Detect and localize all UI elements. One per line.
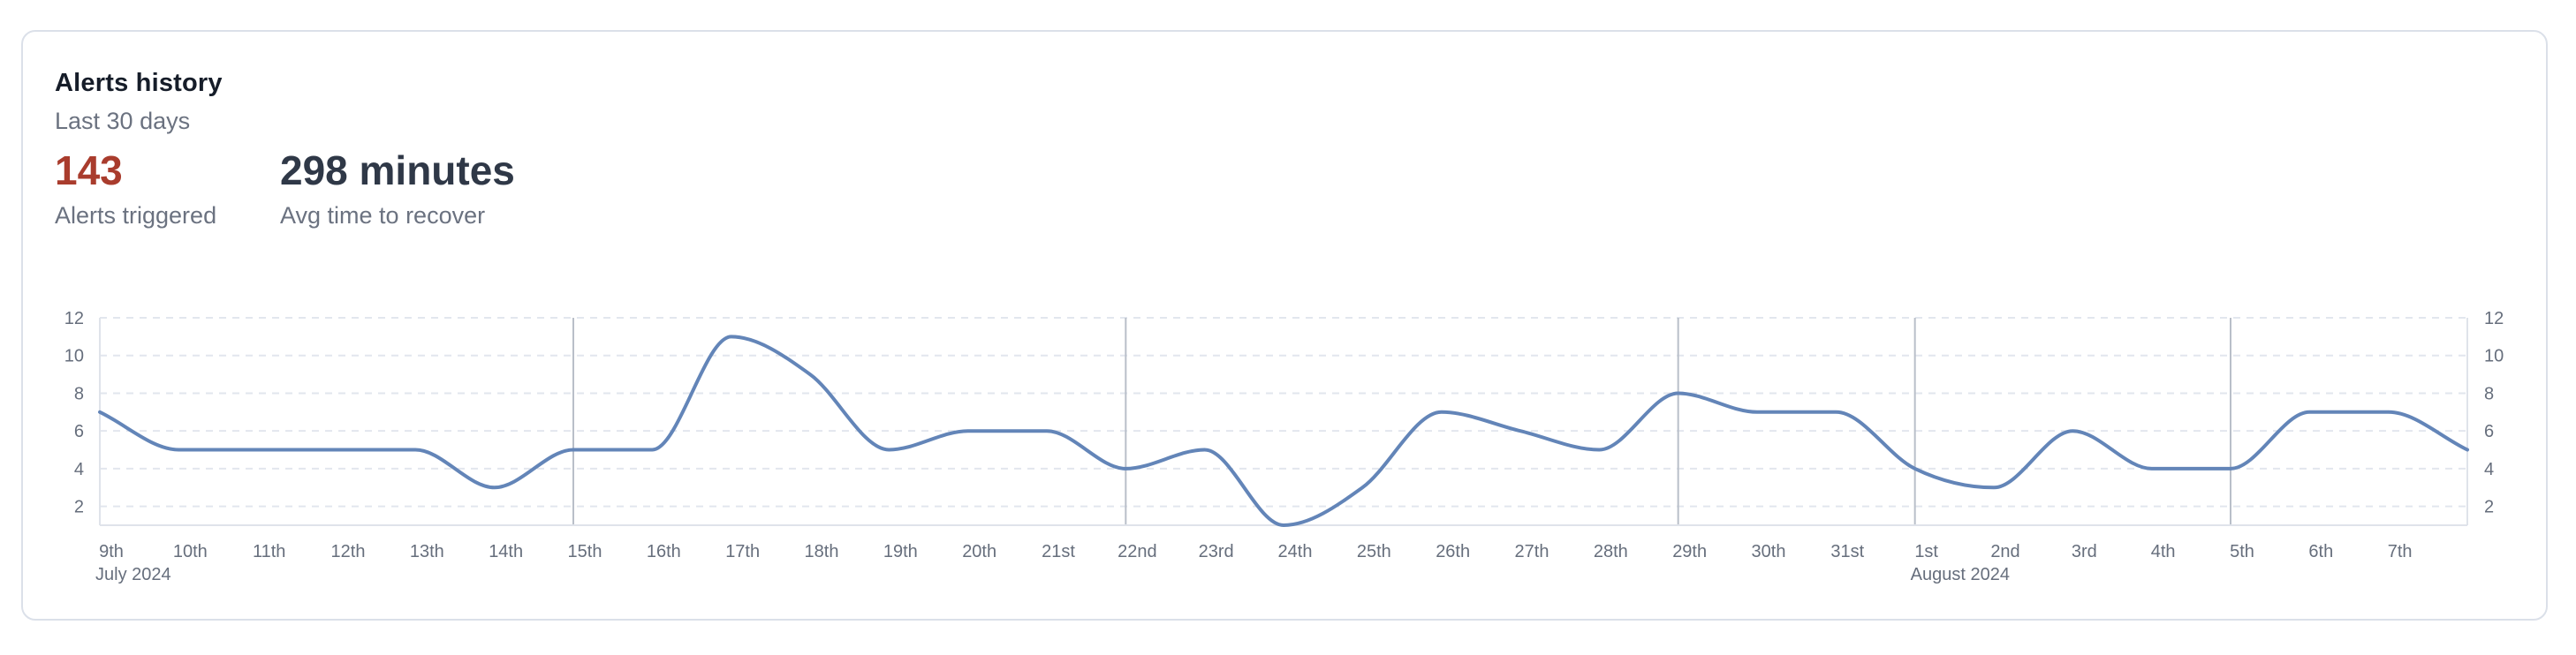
y-axis-tick-right: 12 bbox=[2484, 309, 2504, 328]
x-axis-tick: 10th bbox=[173, 542, 208, 561]
x-axis-tick: 6th bbox=[2308, 542, 2333, 561]
x-axis-tick: 4th bbox=[2151, 542, 2176, 561]
x-axis-month-label: July 2024 bbox=[95, 565, 171, 584]
alerts-triggered-label: Alerts triggered bbox=[55, 202, 217, 229]
avg-time-to-recover-value: 298 minutes bbox=[280, 147, 515, 193]
x-axis-tick: 20th bbox=[962, 542, 996, 561]
x-axis-tick: 5th bbox=[2230, 542, 2254, 561]
avg-time-to-recover-label: Avg time to recover bbox=[280, 202, 486, 229]
x-axis-tick: 1st bbox=[1914, 542, 1938, 561]
x-axis-tick: 9th bbox=[99, 542, 124, 561]
y-axis-tick-right: 4 bbox=[2484, 460, 2494, 479]
y-axis-tick-right: 6 bbox=[2484, 422, 2494, 441]
x-axis-tick: 23rd bbox=[1199, 542, 1234, 561]
x-axis-month-label: August 2024 bbox=[1911, 565, 2010, 584]
y-axis-tick-left: 10 bbox=[64, 347, 84, 366]
y-axis-tick-left: 4 bbox=[74, 460, 84, 479]
stat-alerts-triggered: 143 Alerts triggered bbox=[55, 150, 216, 230]
card-title: Alerts history bbox=[55, 69, 223, 97]
x-axis-tick: 17th bbox=[725, 542, 760, 561]
x-axis-tick: 11th bbox=[253, 542, 285, 561]
stat-avg-time-to-recover: 298 minutes Avg time to recover bbox=[280, 150, 515, 230]
alerts-series-line bbox=[98, 335, 2469, 527]
y-axis-tick-left: 8 bbox=[74, 384, 84, 403]
y-axis-tick-left: 6 bbox=[74, 422, 84, 441]
x-axis-tick: 2nd bbox=[1990, 542, 2019, 561]
x-axis-tick: 27th bbox=[1515, 542, 1549, 561]
card-subtitle: Last 30 days bbox=[55, 108, 191, 134]
x-axis-tick: 12th bbox=[331, 542, 366, 561]
x-axis-tick: 16th bbox=[647, 542, 681, 561]
y-axis-tick-right: 8 bbox=[2484, 384, 2494, 403]
x-axis-tick: 13th bbox=[410, 542, 444, 561]
x-axis-tick: 7th bbox=[2388, 542, 2413, 561]
x-axis-tick: 24th bbox=[1278, 542, 1313, 561]
y-axis-tick-left: 2 bbox=[74, 498, 84, 517]
x-axis-tick: 25th bbox=[1357, 542, 1391, 561]
y-axis-tick-left: 12 bbox=[64, 309, 84, 328]
x-axis-tick: 28th bbox=[1594, 542, 1628, 561]
x-axis-tick: 26th bbox=[1436, 542, 1470, 561]
alerts-triggered-value: 143 bbox=[55, 147, 123, 193]
x-axis-tick: 15th bbox=[568, 542, 602, 561]
x-axis-tick: 19th bbox=[883, 542, 918, 561]
y-axis-tick-right: 10 bbox=[2484, 347, 2504, 366]
x-axis-tick: 14th bbox=[489, 542, 523, 561]
x-axis-tick: 29th bbox=[1672, 542, 1707, 561]
x-axis-tick: 21st bbox=[1042, 542, 1075, 561]
x-axis-tick: 30th bbox=[1752, 542, 1786, 561]
x-axis-tick: 22nd bbox=[1118, 542, 1157, 561]
y-axis-tick-right: 2 bbox=[2484, 498, 2494, 517]
x-axis-tick: 18th bbox=[805, 542, 839, 561]
x-axis-tick: 3rd bbox=[2072, 542, 2097, 561]
alerts-history-card: Alerts history Last 30 days 143 Alerts t… bbox=[21, 30, 2548, 621]
x-axis-tick: 31st bbox=[1830, 542, 1864, 561]
